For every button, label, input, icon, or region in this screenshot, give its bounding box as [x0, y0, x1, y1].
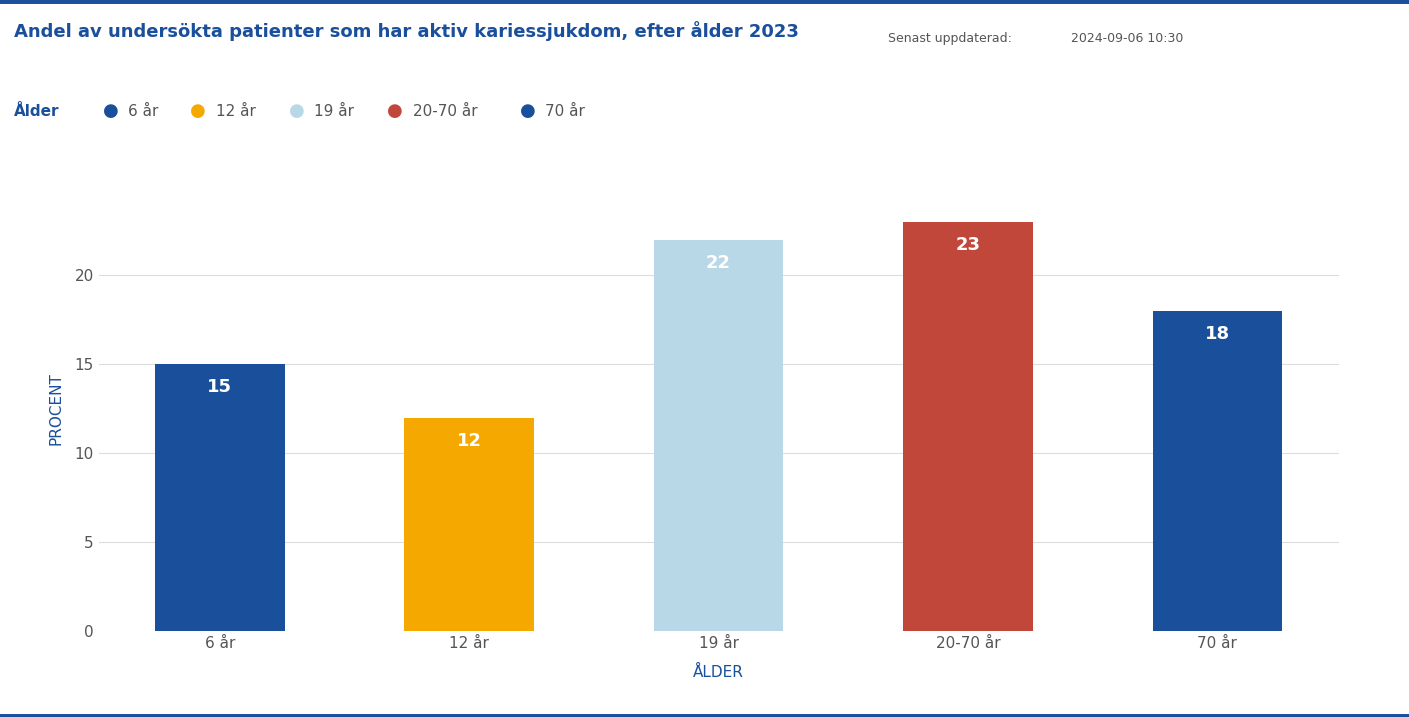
Bar [155, 364, 285, 631]
Text: 12: 12 [457, 432, 482, 450]
Y-axis label: PROCENT: PROCENT [48, 372, 63, 445]
Text: Ålder: Ålder [14, 104, 59, 118]
Text: 20-70 år: 20-70 år [413, 104, 478, 118]
Text: ●: ● [387, 102, 403, 120]
Text: 12 år: 12 år [216, 104, 255, 118]
Text: 2024-09-06 10:30: 2024-09-06 10:30 [1071, 32, 1184, 45]
Text: ●: ● [103, 102, 118, 120]
Text: ●: ● [190, 102, 206, 120]
Bar [1153, 311, 1282, 631]
Text: ●: ● [520, 102, 535, 120]
Text: 70 år: 70 år [545, 104, 585, 118]
Text: 22: 22 [706, 254, 731, 272]
Text: Senast uppdaterad:: Senast uppdaterad: [888, 32, 1012, 45]
Text: ●: ● [289, 102, 304, 120]
Text: 15: 15 [207, 379, 232, 397]
Bar [654, 239, 783, 631]
Bar [404, 417, 534, 631]
X-axis label: ÅLDER: ÅLDER [693, 665, 744, 680]
Text: Andel av undersökta patienter som har aktiv kariessjukdom, efter ålder 2023: Andel av undersökta patienter som har ak… [14, 22, 799, 42]
Bar [903, 222, 1033, 631]
Text: 6 år: 6 år [128, 104, 159, 118]
Text: 18: 18 [1205, 325, 1230, 343]
Text: 19 år: 19 år [314, 104, 354, 118]
Text: 23: 23 [955, 236, 981, 255]
